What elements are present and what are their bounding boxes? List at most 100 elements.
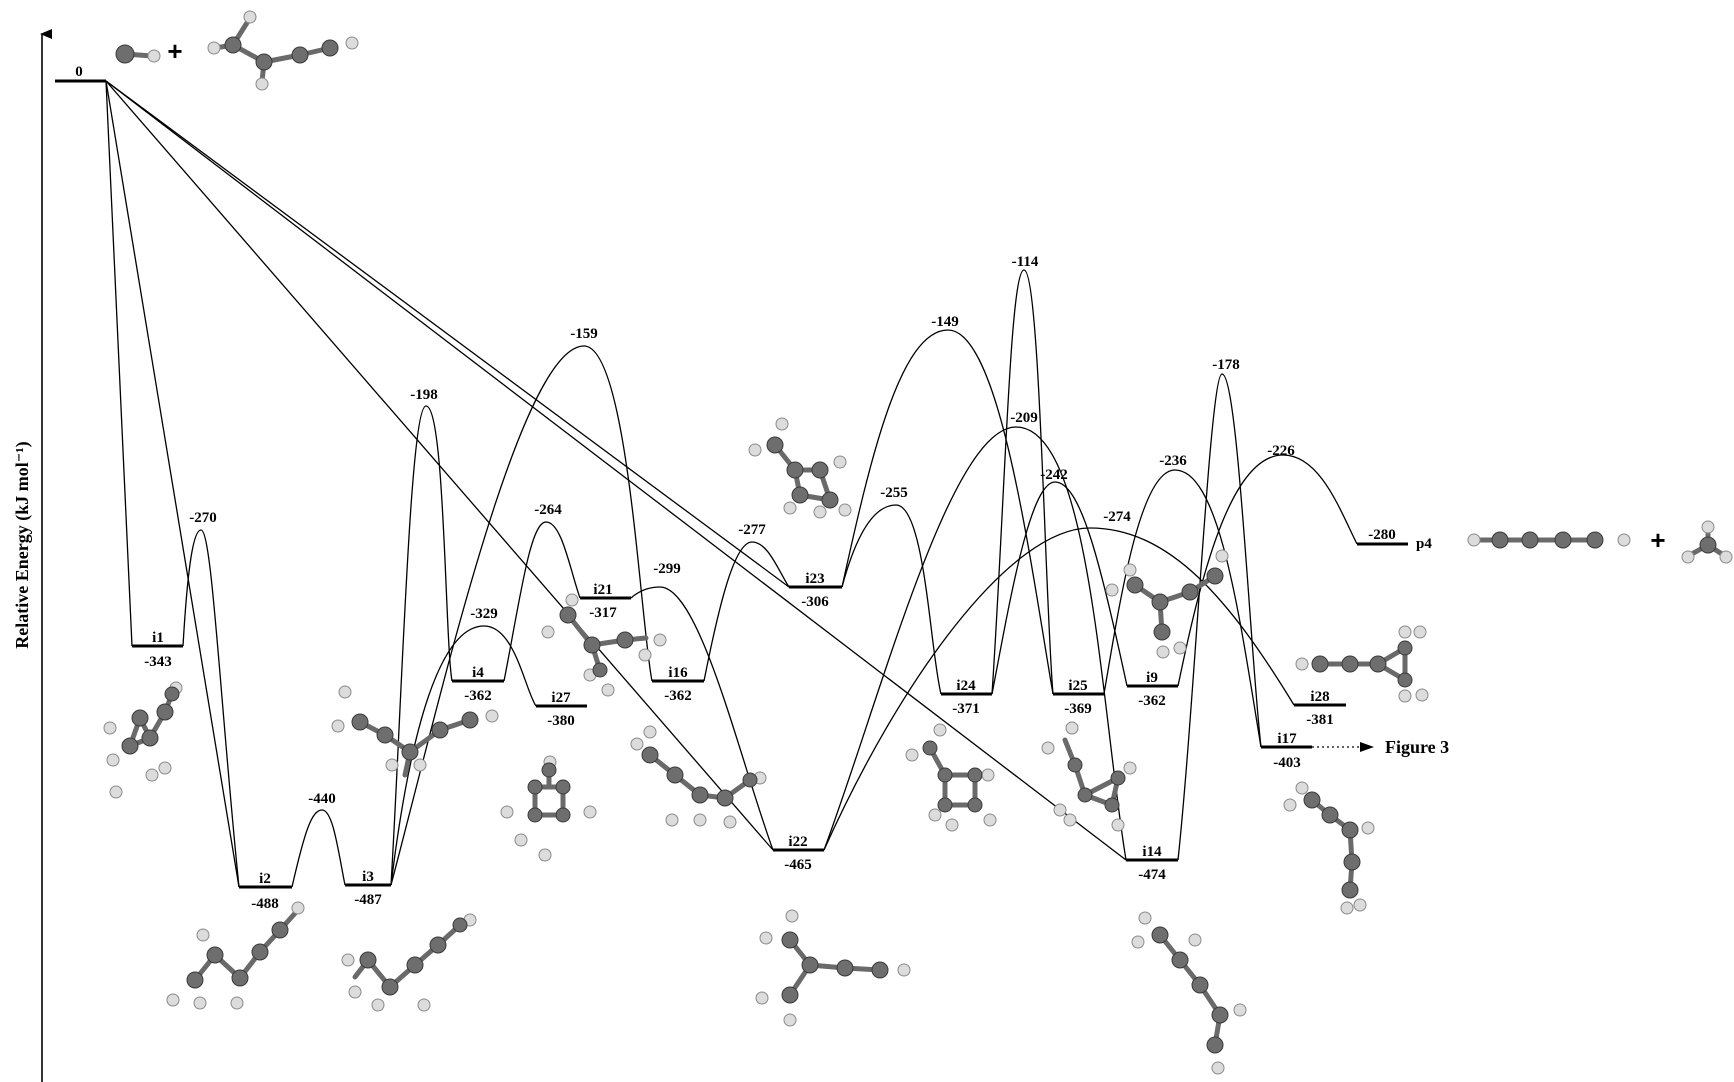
molecule-i22	[755, 909, 911, 1027]
path-i1-i2	[182, 529, 240, 888]
ts-label: -255	[880, 485, 908, 501]
name-i24: i24	[956, 678, 976, 694]
name-i23: i23	[805, 571, 824, 587]
path-i3-i16	[390, 345, 653, 886]
path-i16-i23	[703, 541, 790, 682]
path-i21-i22	[630, 586, 774, 851]
ts-label: -209	[1010, 410, 1038, 426]
path-r-i2	[105, 80, 240, 888]
energy-i9: -362	[1138, 693, 1166, 709]
name-i21: i21	[593, 582, 612, 598]
molecule-i27	[500, 755, 597, 862]
name-i9: i9	[1146, 670, 1158, 686]
name-i1: i1	[152, 630, 164, 646]
path-i25-i17	[1103, 469, 1262, 748]
path-i22-i14	[823, 426, 1127, 861]
reaction-paths	[105, 80, 1374, 888]
molecule-i28	[1295, 625, 1429, 703]
plus-sign-reactants: +	[167, 36, 182, 66]
name-i16: i16	[668, 665, 688, 681]
energy-i24: -371	[952, 701, 980, 717]
energy-levels	[55, 79, 1408, 889]
ts-label: -159	[570, 326, 598, 342]
name-i25: i25	[1068, 678, 1087, 694]
figure-ref: Figure 3	[1385, 737, 1449, 757]
ts-label: -299	[653, 561, 681, 577]
ts-label: -329	[470, 606, 498, 622]
energy-i21: -317	[589, 605, 617, 621]
energy-i23: -306	[801, 594, 829, 610]
path-r-i23	[105, 80, 790, 588]
path-r-i1	[105, 80, 133, 647]
path-i22-i9	[823, 527, 1295, 851]
path-i3-i4	[390, 405, 453, 886]
path-i24-i9	[991, 481, 1128, 695]
name-i3: i3	[362, 869, 374, 885]
energy-i17: -403	[1273, 755, 1301, 771]
path-i14-i17	[1177, 373, 1262, 861]
name-i22: i22	[788, 834, 807, 850]
molecule-i16	[630, 725, 767, 829]
molecule-i14	[1131, 911, 1247, 1075]
ts-label: -226	[1267, 443, 1295, 459]
energy-i14: -474	[1138, 867, 1166, 883]
path-i23-i25	[841, 329, 1054, 695]
energy-i3: -487	[354, 892, 382, 908]
energy-p4: -280	[1368, 527, 1396, 543]
ts-label: -270	[189, 510, 217, 526]
molecule-i3	[341, 913, 477, 1012]
molecule-i9	[1105, 549, 1229, 659]
transition-state-labels: -270 -440 -198 -329 -264 -159 -299 -277 …	[189, 254, 1295, 807]
name-i17: i17	[1277, 731, 1297, 747]
y-axis-label: Relative Energy (kJ mol⁻¹)	[12, 441, 33, 648]
name-i27: i27	[551, 690, 571, 706]
energy-i1: -343	[144, 654, 172, 670]
molecule-i24	[905, 723, 997, 832]
ts-label: -274	[1103, 509, 1131, 525]
ts-label: -264	[534, 502, 562, 518]
molecule-i17	[1283, 781, 1375, 915]
path-i4-i21	[503, 521, 581, 682]
path-r-i14	[105, 80, 1127, 861]
name-i14: i14	[1142, 844, 1162, 860]
molecule-i25	[1041, 721, 1137, 832]
path-i3-i27	[390, 625, 537, 886]
energy-i28: -381	[1306, 712, 1334, 728]
molecule-i23	[748, 417, 852, 519]
energy-i4: -362	[464, 688, 492, 704]
label-p4: p4	[1416, 536, 1432, 552]
ts-label: -114	[1012, 254, 1039, 270]
energy-i2: -488	[251, 896, 279, 912]
molecule-triacetylene	[1467, 531, 1631, 549]
molecule-i21	[541, 593, 667, 697]
name-i28: i28	[1310, 689, 1329, 705]
path-i23-i24	[841, 504, 942, 695]
energy-i16: -362	[664, 688, 692, 704]
name-i4: i4	[472, 665, 484, 681]
molecule-methyl	[1681, 520, 1733, 564]
ts-label: -236	[1159, 453, 1187, 469]
path-i24-i25	[991, 269, 1054, 695]
ts-label: -440	[308, 791, 336, 807]
energy-i25: -369	[1064, 701, 1092, 717]
ts-label: -149	[931, 314, 959, 330]
path-i2-i3	[291, 809, 346, 888]
ts-label: -198	[410, 387, 438, 403]
energy-i22: -465	[784, 857, 812, 873]
plus-sign-products: +	[1650, 525, 1665, 555]
path-i9-p4	[1177, 454, 1358, 687]
molecule-vinylacetylene	[207, 10, 359, 91]
molecule-i1	[103, 681, 183, 799]
ts-label: -178	[1212, 357, 1240, 373]
molecule-ch	[115, 44, 161, 64]
molecule-i4	[331, 685, 499, 778]
label-reactant: 0	[75, 64, 83, 80]
level-labels: 0 i1 -343 i2 -488 i3 -487 i4 -362 i27 -3…	[75, 64, 1449, 912]
ts-label: -277	[738, 522, 766, 538]
ts-label: -242	[1040, 467, 1068, 483]
name-i2: i2	[259, 871, 271, 887]
molecule-images	[103, 10, 1733, 1075]
molecule-i2	[166, 901, 305, 1010]
energy-i27: -380	[547, 713, 575, 729]
